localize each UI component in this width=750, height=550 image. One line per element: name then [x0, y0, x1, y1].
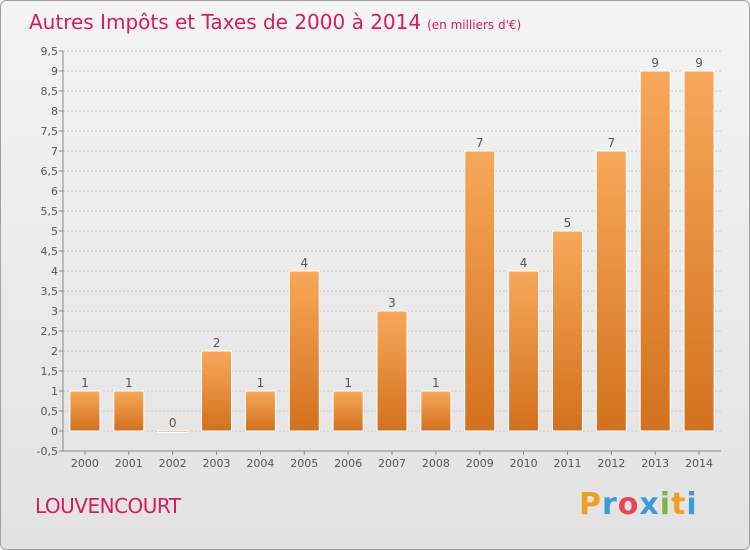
- bar: [201, 350, 233, 432]
- bar: [464, 150, 496, 432]
- bar: [420, 390, 452, 432]
- y-tick-label: -0,5: [37, 445, 58, 458]
- x-tick-label: 2006: [334, 457, 362, 470]
- y-tick-label: 6,5: [41, 165, 59, 178]
- commune-name: LOUVENCOURT: [35, 494, 181, 518]
- x-tick-label: 2001: [115, 457, 143, 470]
- x-tick-label: 2011: [553, 457, 581, 470]
- logo-letter: t: [671, 487, 687, 522]
- bars: [69, 70, 715, 433]
- y-tick-label: 0,5: [41, 405, 59, 418]
- x-tick-label: 2000: [71, 457, 99, 470]
- logo-letter: i: [686, 487, 698, 522]
- data-label: 7: [608, 136, 616, 150]
- y-tick-label: 5: [51, 225, 58, 238]
- x-tick-label: 2002: [159, 457, 187, 470]
- x-tick-label: 2014: [685, 457, 713, 470]
- bar: [639, 70, 671, 432]
- proxiti-logo: Proxiti: [579, 487, 698, 522]
- data-label: 9: [651, 56, 659, 70]
- y-tick-label: 4: [51, 265, 58, 278]
- data-label: 3: [388, 296, 396, 310]
- x-tick-label: 2007: [378, 457, 406, 470]
- axes: -0,5 0 0,5 1 1,5 2 2,5 3 3,5 4 4,5 5 5,5 6 6,5 7 7,5 8 8,5…: [37, 45, 721, 470]
- data-labels: 1 1 0 2 1 4 1 3 1 7 4 5 7 9 9: [81, 56, 703, 430]
- y-tick-label: 1: [51, 385, 58, 398]
- data-label: 7: [476, 136, 484, 150]
- logo-letter: x: [639, 487, 660, 522]
- logo-letter: o: [617, 487, 640, 522]
- x-tick-label: 2012: [597, 457, 625, 470]
- y-tick-label: 8,5: [41, 85, 59, 98]
- y-tick-label: 1,5: [41, 365, 59, 378]
- y-tick-label: 6: [51, 185, 58, 198]
- logo-letter: i: [659, 487, 672, 522]
- title-unit: (en milliers d'€): [427, 18, 522, 32]
- data-label: 4: [520, 256, 528, 270]
- bar: [376, 310, 408, 432]
- x-tick-label: 2013: [641, 457, 669, 470]
- bar: [683, 70, 715, 432]
- x-tick-label: 2009: [466, 457, 494, 470]
- data-label: 4: [300, 256, 308, 270]
- x-tick-label: 2003: [203, 457, 231, 470]
- x-tick-label: 2008: [422, 457, 450, 470]
- y-tick-label: 4,5: [41, 245, 59, 258]
- y-tick-label: 2: [51, 345, 58, 358]
- bar: [508, 270, 540, 432]
- title-text: Autres Impôts et Taxes de 2000 à 2014: [29, 10, 422, 34]
- bar: [551, 230, 583, 432]
- data-label: 1: [81, 376, 89, 390]
- y-tick-label: 3,5: [41, 285, 59, 298]
- data-label: 1: [257, 376, 265, 390]
- chart-title: Autres Impôts et Taxes de 2000 à 2014 (en…: [29, 7, 521, 37]
- y-tick-label: 3: [51, 305, 58, 318]
- data-label: 1: [432, 376, 440, 390]
- bar: [69, 390, 101, 432]
- data-label: 1: [344, 376, 352, 390]
- bar: [113, 390, 145, 432]
- y-tick-label: 8: [51, 105, 58, 118]
- data-label: 9: [695, 56, 703, 70]
- logo-letter: r: [602, 487, 618, 522]
- y-tick-label: 0: [51, 425, 58, 438]
- logo-letter: P: [579, 487, 602, 522]
- data-label: 2: [213, 336, 221, 350]
- y-tick-label: 9,5: [41, 45, 59, 58]
- bar: [157, 430, 189, 433]
- bar: [595, 150, 627, 432]
- x-tick-label: 2004: [246, 457, 274, 470]
- y-tick-label: 2,5: [41, 325, 59, 338]
- bar: [244, 390, 276, 432]
- data-label: 0: [169, 416, 177, 430]
- y-tick-label: 7,5: [41, 125, 59, 138]
- x-tick-label: 2010: [510, 457, 538, 470]
- data-label: 1: [125, 376, 133, 390]
- x-tick-label: 2005: [290, 457, 318, 470]
- bar: [288, 270, 320, 432]
- data-label: 5: [564, 216, 572, 230]
- y-tick-label: 5,5: [41, 205, 59, 218]
- bar: [332, 390, 364, 432]
- y-tick-label: 9: [51, 65, 58, 78]
- y-tick-label: 7: [51, 145, 58, 158]
